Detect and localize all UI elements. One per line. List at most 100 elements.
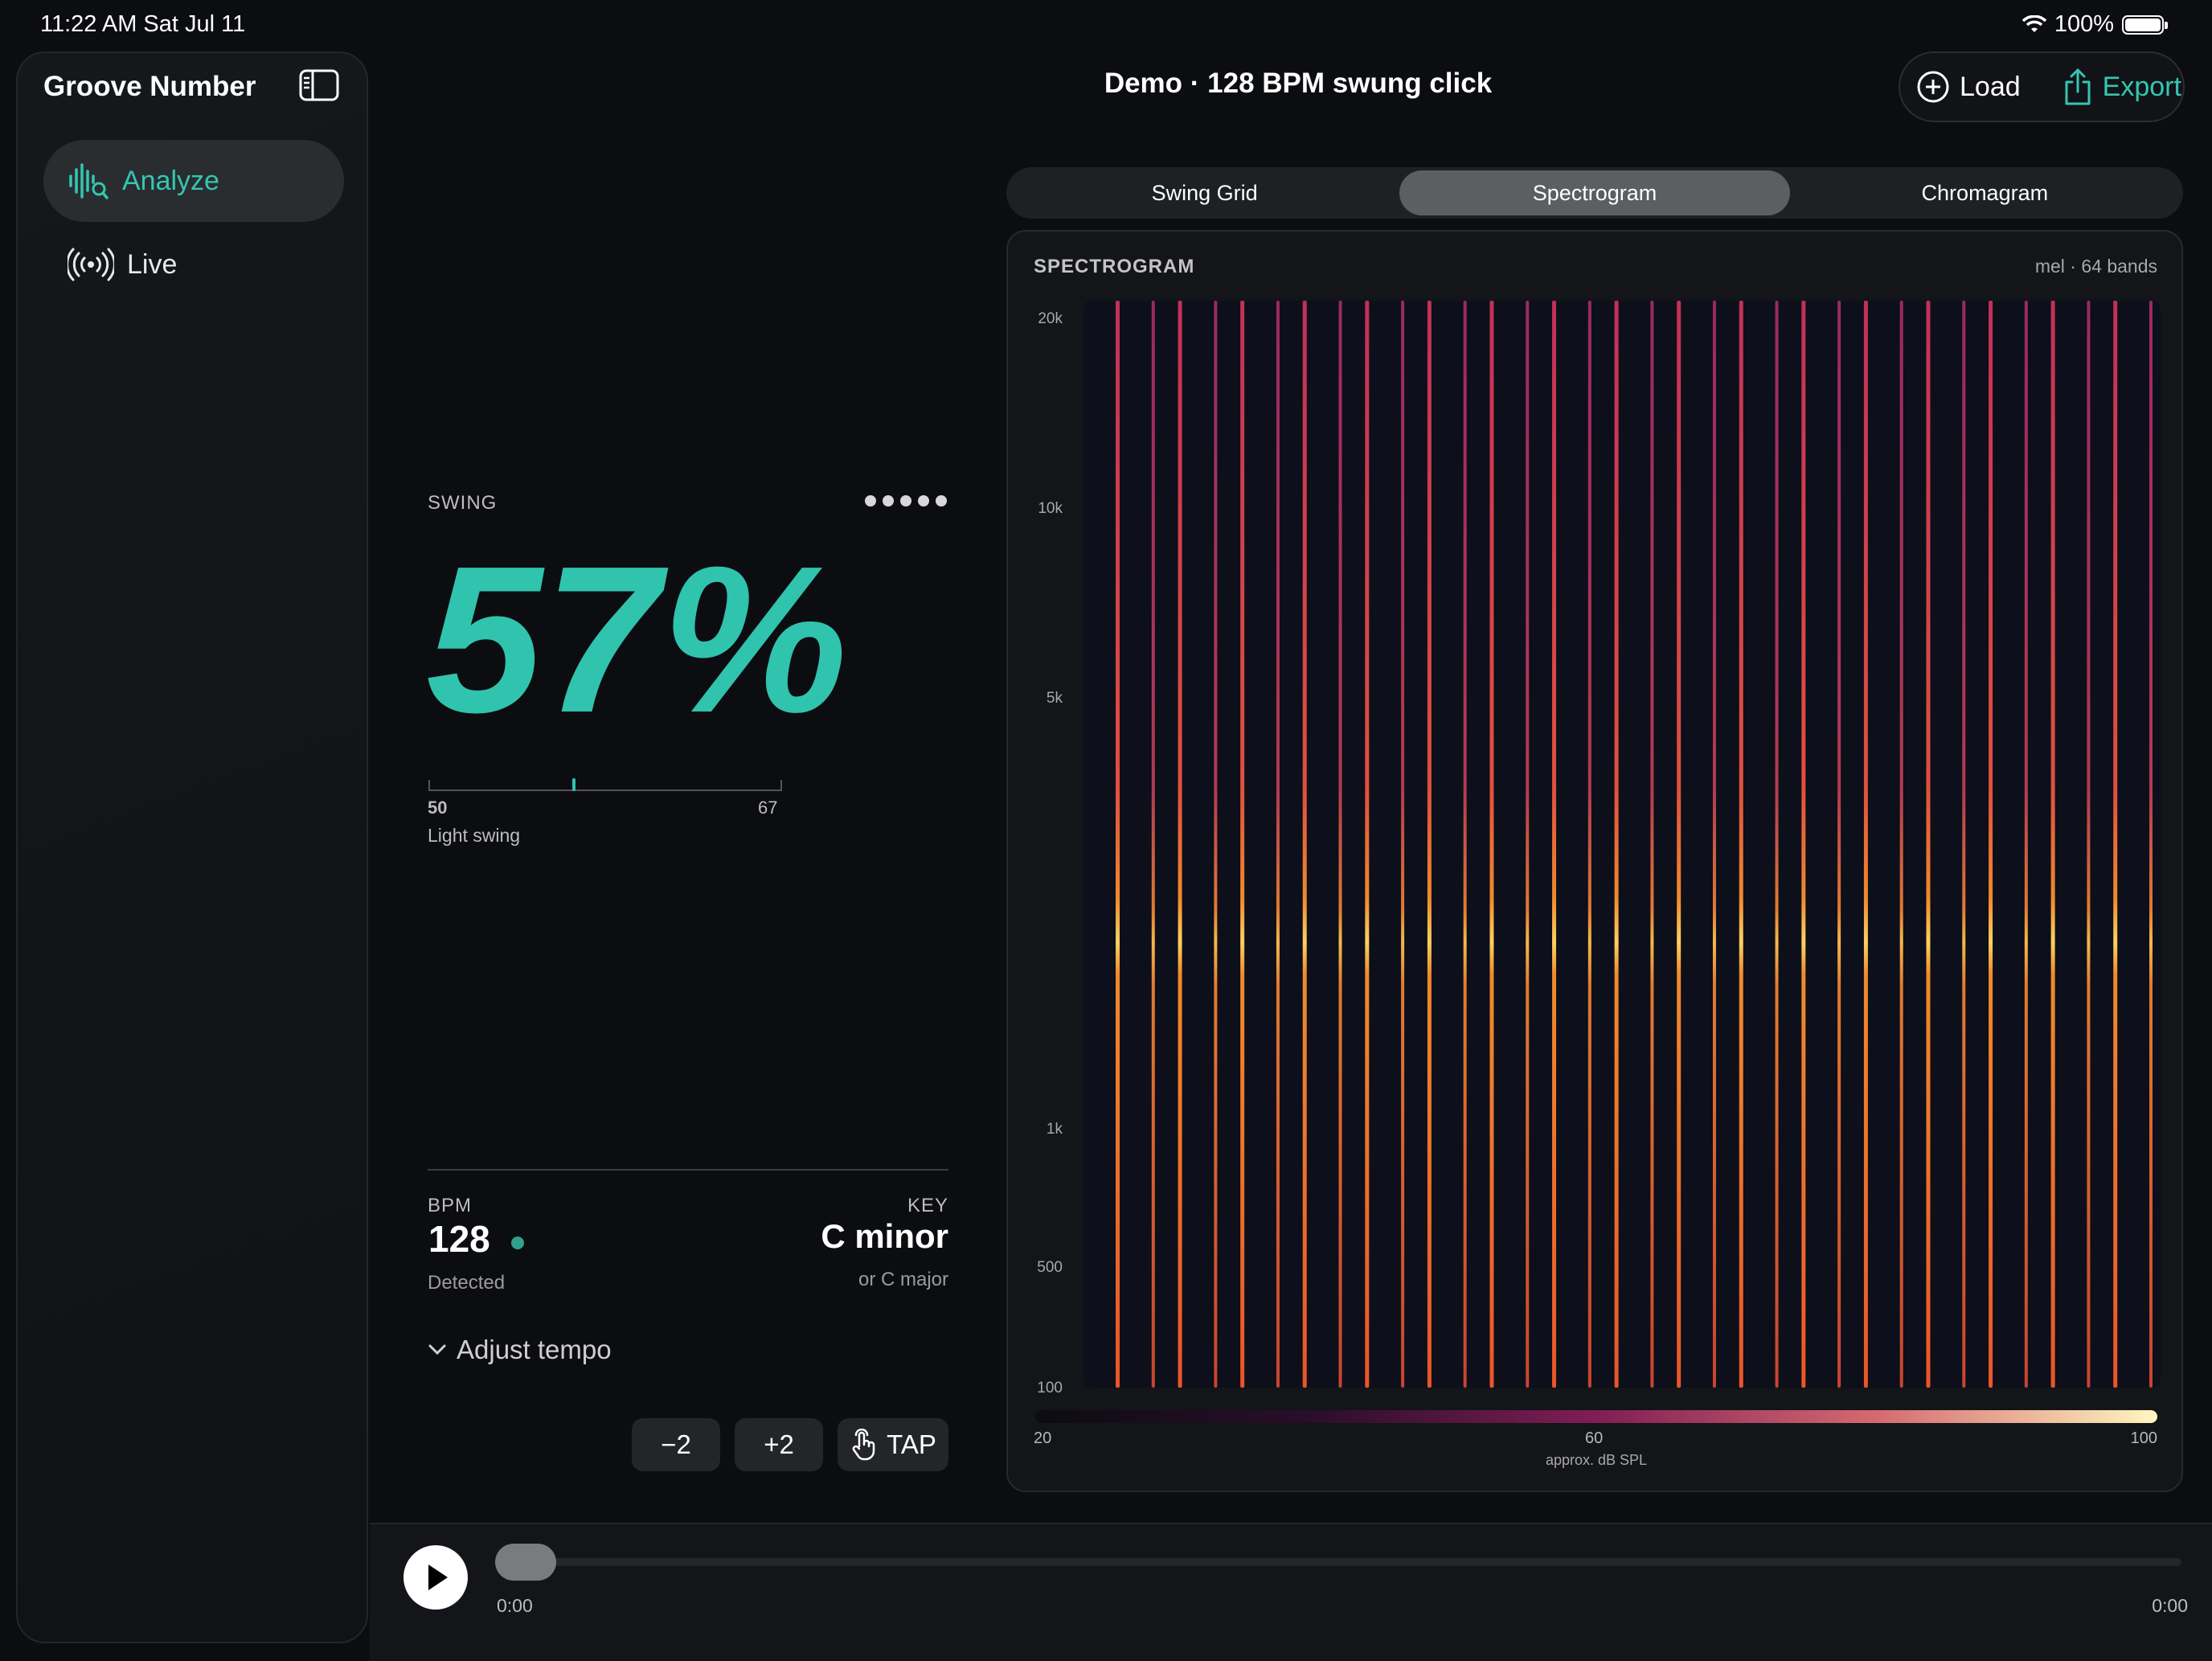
onset-streak (1365, 301, 1370, 1388)
adjust-tempo-label: Adjust tempo (457, 1335, 612, 1364)
tap-button[interactable]: TAP (838, 1418, 948, 1471)
scrubber-thumb[interactable] (495, 1544, 556, 1581)
load-button[interactable]: Load (1916, 70, 2021, 104)
swing-label: SWING (428, 492, 498, 514)
onset-streak (1489, 301, 1494, 1388)
play-icon (428, 1565, 448, 1590)
freq-label: 5k (1046, 690, 1063, 707)
view-segmented-control: Swing Grid Spectrogram Chromagram (1006, 167, 2183, 219)
onset-streak (1775, 301, 1779, 1388)
time-elapsed: 0:00 (497, 1595, 533, 1616)
onset-streak (1178, 301, 1182, 1388)
sidebar-toggle-icon[interactable] (299, 69, 339, 101)
play-button[interactable] (403, 1545, 468, 1610)
sidebar-item-analyze[interactable]: Analyze (43, 140, 344, 222)
onset-streak (1302, 301, 1307, 1388)
swing-scale-min: 50 (428, 798, 448, 818)
onset-streak (1926, 301, 1931, 1388)
hand-tap-icon (852, 1429, 875, 1461)
legend-min: 20 (1034, 1429, 1052, 1447)
time-total: 0:00 (2152, 1595, 2188, 1616)
freq-label: 20k (1038, 310, 1063, 327)
onset-streak (1677, 301, 1682, 1388)
tempo-minus-label: −2 (661, 1429, 691, 1459)
spectrogram-card: SPECTROGRAM mel · 64 bands 20k 10k 5k 1k… (1006, 230, 2183, 1492)
load-label: Load (1960, 71, 2021, 102)
chevron-down-icon (428, 1344, 446, 1355)
onset-streak (2087, 301, 2091, 1388)
onset-streak (1863, 301, 1868, 1388)
onset-streak (1427, 301, 1432, 1388)
tab-chromagram[interactable]: Chromagram (1921, 180, 2049, 205)
freq-label: 100 (1037, 1380, 1063, 1396)
onset-streak (1240, 301, 1245, 1388)
export-button[interactable]: Export (2062, 68, 2181, 106)
sidebar-item-live[interactable]: Live (43, 224, 344, 306)
spectrogram-plot (1083, 301, 2161, 1388)
share-icon (2065, 68, 2091, 105)
onset-streak (1989, 301, 1993, 1388)
broadcast-icon (68, 248, 114, 281)
swing-scale-marker (572, 778, 576, 791)
onset-streak (1338, 301, 1342, 1388)
swing-scale (428, 789, 782, 791)
tempo-plus-button[interactable]: +2 (735, 1418, 823, 1471)
legend-mid: 60 (1585, 1429, 1604, 1447)
bpm-value: 128 (428, 1218, 490, 1260)
onset-streak (1739, 301, 1743, 1388)
waveform-magnifier-icon (69, 163, 109, 199)
onset-streak (2024, 301, 2028, 1388)
wifi-icon (2022, 14, 2046, 32)
tempo-plus-label: +2 (764, 1429, 794, 1459)
tap-label: TAP (887, 1429, 936, 1459)
status-time: 11:22 AM Sat Jul 11 (40, 11, 246, 37)
battery-percent: 100% (2054, 11, 2114, 37)
adjust-tempo-toggle[interactable]: Adjust tempo (428, 1335, 612, 1365)
swing-scale-tick-end (780, 780, 782, 791)
playback-bar: 0:00 0:00 (370, 1523, 2212, 1661)
onset-streak (1463, 301, 1467, 1388)
legend-max: 100 (2130, 1429, 2157, 1447)
app-title: Groove Number (43, 71, 256, 102)
battery-icon (2122, 14, 2168, 35)
onset-streak (1837, 301, 1841, 1388)
swing-scale-tick-start (428, 780, 430, 791)
onset-streak (1650, 301, 1654, 1388)
legend-unit: approx. dB SPL (1545, 1452, 1648, 1468)
sidebar-item-label: Analyze (122, 165, 219, 196)
tab-spectrogram[interactable]: Spectrogram (1399, 170, 1790, 215)
freq-label: 500 (1037, 1259, 1063, 1276)
freq-label: 10k (1038, 500, 1063, 517)
key-label: KEY (907, 1195, 948, 1216)
onset-streak (1614, 301, 1619, 1388)
tempo-minus-button[interactable]: −2 (632, 1418, 720, 1471)
status-indicators: 100% (2022, 11, 2168, 38)
more-dots-icon[interactable] (865, 495, 947, 507)
onset-streak (1276, 301, 1280, 1388)
bpm-status: Detected (428, 1272, 506, 1294)
onset-streak (1552, 301, 1557, 1388)
color-scale-bar (1035, 1410, 2157, 1423)
onset-streak (1116, 301, 1120, 1388)
onset-streak (1526, 301, 1530, 1388)
bpm-detected-dot (511, 1237, 524, 1249)
playback-scrubber[interactable] (498, 1558, 2181, 1566)
export-label: Export (2102, 71, 2181, 102)
onset-streak (1214, 301, 1218, 1388)
onset-streak (1899, 301, 1903, 1388)
onset-streak (1712, 301, 1716, 1388)
onset-streak (1587, 301, 1591, 1388)
sidebar: Groove Number Analyze (16, 51, 368, 1643)
spectrogram-background (1083, 301, 2161, 1388)
swing-percentage: 57% (426, 523, 850, 757)
top-actions: Load Export (1899, 51, 2185, 122)
onset-streak (2050, 301, 2055, 1388)
divider (428, 1169, 948, 1171)
key-value: C minor (821, 1217, 948, 1255)
onset-streak (1401, 301, 1405, 1388)
spectrogram-subtitle: mel · 64 bands (2034, 256, 2157, 277)
document-title: Demo · 128 BPM swung click (1104, 68, 1493, 99)
onset-streak (1962, 301, 1966, 1388)
tab-swing-grid[interactable]: Swing Grid (1151, 180, 1258, 205)
onset-streak (2149, 301, 2153, 1388)
